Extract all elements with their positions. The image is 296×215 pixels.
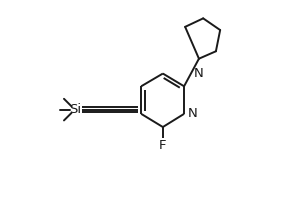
- Text: F: F: [159, 139, 167, 152]
- Text: Si: Si: [69, 103, 81, 116]
- Text: N: N: [188, 107, 198, 120]
- Text: N: N: [194, 67, 204, 80]
